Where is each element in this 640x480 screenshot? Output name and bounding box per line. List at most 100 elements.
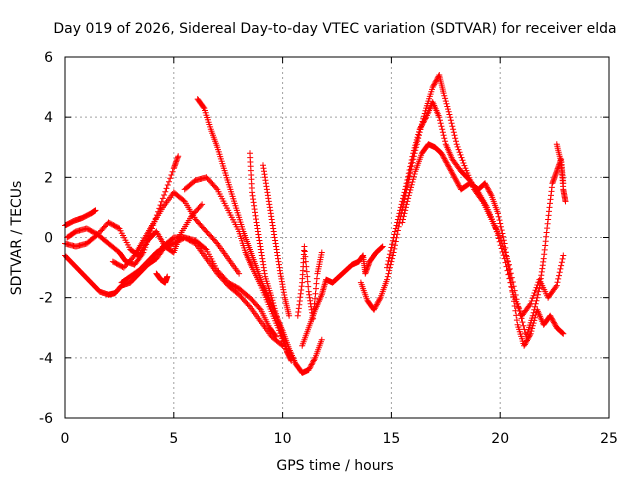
data-point — [430, 82, 437, 89]
data-point — [397, 204, 404, 211]
data-point — [406, 189, 413, 196]
data-point — [439, 151, 446, 158]
data-point — [497, 242, 504, 249]
data-point — [421, 116, 428, 123]
data-point — [439, 129, 446, 136]
data-point — [509, 289, 516, 295]
series-trace-11 — [247, 150, 295, 364]
data-point — [403, 201, 410, 208]
data-point — [392, 238, 399, 245]
data-point — [455, 146, 462, 153]
data-point — [318, 249, 325, 256]
data-point — [450, 129, 457, 136]
data-point — [444, 103, 451, 110]
data-point — [445, 106, 451, 113]
data-point — [459, 157, 466, 164]
data-point — [448, 120, 455, 127]
data-point — [142, 244, 149, 251]
data-point — [440, 90, 447, 97]
data-point — [534, 291, 541, 298]
data-point — [140, 249, 147, 256]
data-point — [175, 153, 182, 160]
data-point — [493, 228, 500, 235]
data-point — [558, 262, 565, 269]
data-point — [310, 357, 317, 364]
data-point — [272, 308, 279, 314]
series-trace-13 — [299, 243, 386, 349]
data-point — [496, 217, 503, 224]
data-point — [256, 305, 263, 312]
data-point — [453, 178, 460, 185]
data-point — [450, 171, 457, 178]
data-point — [162, 188, 169, 195]
x-tick-label: 15 — [382, 431, 400, 447]
x-tick-label: 5 — [169, 431, 178, 447]
data-point — [548, 315, 555, 322]
data-point — [495, 210, 501, 217]
data-marks — [62, 72, 569, 376]
data-point — [407, 163, 414, 170]
data-point — [526, 302, 533, 308]
data-point — [197, 202, 204, 209]
data-point — [558, 259, 565, 266]
data-point — [522, 340, 529, 347]
data-point — [446, 111, 453, 118]
data-point — [526, 332, 533, 339]
data-point — [307, 362, 314, 369]
data-point — [409, 159, 416, 166]
data-point — [311, 356, 318, 363]
data-point — [556, 272, 562, 279]
data-point — [525, 334, 532, 341]
data-point — [401, 210, 408, 217]
y-tick-label: 0 — [44, 231, 53, 247]
series-trace-17 — [399, 141, 567, 349]
data-point — [527, 330, 534, 337]
data-point — [422, 115, 429, 122]
data-point — [562, 198, 569, 205]
data-point — [532, 287, 539, 294]
chart-title: Day 019 of 2026, Sidereal Day-to-day VTE… — [53, 21, 616, 37]
data-point — [453, 138, 459, 145]
y-axis: -6 -4 -2 0 2 4 6 — [39, 50, 609, 427]
data-point — [482, 181, 489, 188]
data-point — [393, 222, 400, 229]
data-point — [402, 183, 409, 190]
data-point — [511, 298, 517, 305]
data-point — [449, 123, 456, 130]
data-point — [410, 173, 417, 180]
data-point — [528, 298, 535, 304]
data-point — [411, 144, 418, 151]
data-point — [505, 266, 512, 273]
series-trace-16 — [384, 99, 567, 319]
data-point — [510, 293, 517, 300]
data-point — [458, 154, 465, 161]
data-point — [497, 220, 504, 227]
y-tick-label: 2 — [44, 170, 53, 186]
data-point — [442, 138, 449, 145]
x-axis: 0 5 10 15 20 25 — [61, 57, 618, 447]
data-point — [371, 306, 377, 313]
data-point — [413, 139, 420, 146]
data-point — [397, 207, 404, 214]
data-point — [399, 198, 406, 205]
data-point — [402, 186, 409, 193]
data-point — [159, 195, 166, 202]
data-point — [408, 160, 414, 167]
data-point — [455, 182, 462, 189]
data-point — [439, 152, 446, 159]
data-point — [457, 151, 464, 158]
data-point — [392, 242, 398, 249]
y-tick-label: -2 — [39, 291, 53, 307]
data-point — [503, 253, 510, 260]
data-point — [394, 216, 401, 223]
data-point — [394, 219, 401, 226]
data-point — [495, 235, 502, 242]
data-point — [527, 300, 534, 307]
data-point — [447, 117, 454, 124]
data-point — [451, 132, 458, 139]
x-tick-label: 0 — [61, 431, 70, 447]
data-point — [389, 237, 396, 244]
data-point — [532, 314, 538, 321]
data-point — [268, 294, 275, 301]
